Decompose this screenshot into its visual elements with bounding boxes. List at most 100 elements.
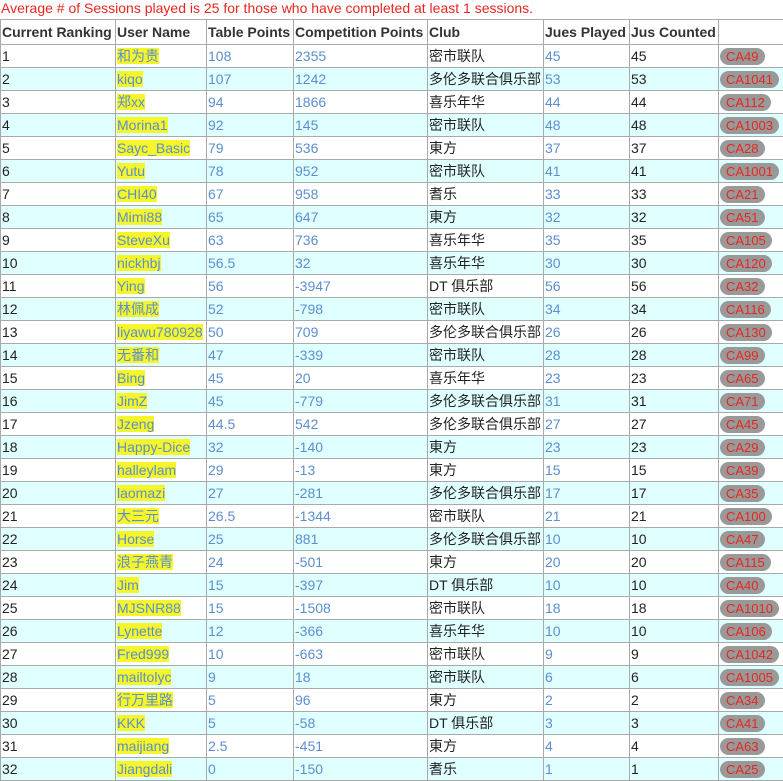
user-name-link[interactable]: maijiang (117, 738, 170, 754)
user-name-cell[interactable]: Mimi88 (115, 205, 207, 229)
player-id-badge[interactable]: CA99 (720, 346, 765, 364)
user-name-link[interactable]: laomazi (117, 485, 166, 501)
user-name-link[interactable]: Bing (117, 370, 146, 386)
user-name-link[interactable]: 无番和 (117, 347, 159, 363)
user-name-link[interactable]: liyawu780928 (117, 324, 203, 340)
user-name-link[interactable]: Mimi88 (117, 209, 163, 225)
user-name-link[interactable]: 林佩成 (117, 301, 159, 317)
user-name-cell[interactable]: 和为贵 (115, 44, 207, 68)
player-id-badge[interactable]: CA29 (720, 438, 765, 456)
user-name-link[interactable]: Jiangdali (117, 761, 173, 777)
user-name-link[interactable]: Yutu (117, 163, 146, 179)
player-id-badge[interactable]: CA35 (720, 484, 765, 502)
player-id-badge[interactable]: CA34 (720, 691, 765, 709)
user-name-cell[interactable]: Ying (115, 274, 207, 298)
user-name-cell[interactable]: laomazi (115, 481, 207, 505)
user-name-cell[interactable]: halleylam (115, 458, 207, 482)
user-name-link[interactable]: Lynette (117, 623, 163, 639)
user-name-link[interactable]: 郑xx (117, 94, 145, 110)
player-id-badge[interactable]: CA1003 (720, 116, 779, 134)
player-id-badge[interactable]: CA1005 (720, 668, 779, 686)
user-name-link[interactable]: SteveXu (117, 232, 170, 248)
player-id-badge[interactable]: CA112 (720, 93, 771, 111)
user-name-link[interactable]: Happy-Dice (117, 439, 191, 455)
player-id-badge[interactable]: CA47 (720, 530, 765, 548)
player-id-badge[interactable]: CA25 (720, 760, 765, 778)
player-id-badge[interactable]: CA71 (720, 392, 765, 410)
player-id-badge[interactable]: CA40 (720, 576, 765, 594)
player-id-badge[interactable]: CA28 (720, 139, 765, 157)
player-id-badge[interactable]: CA115 (720, 553, 771, 571)
player-id-badge[interactable]: CA1010 (720, 599, 779, 617)
user-name-link[interactable]: Fred999 (117, 646, 170, 662)
user-name-cell[interactable]: Happy-Dice (115, 435, 207, 459)
competition-points-cell: -58 (293, 711, 428, 735)
user-name-link[interactable]: JimZ (117, 393, 148, 409)
user-name-link[interactable]: Ying (117, 278, 145, 294)
user-name-link[interactable]: 浪子燕青 (117, 554, 173, 570)
player-id-badge[interactable]: CA1042 (720, 645, 779, 663)
user-name-cell[interactable]: 林佩成 (115, 297, 207, 321)
player-id-badge[interactable]: CA41 (720, 714, 765, 732)
user-name-link[interactable]: Jzeng (117, 416, 155, 432)
player-id-badge[interactable]: CA105 (720, 231, 772, 249)
player-id-badge[interactable]: CA21 (720, 185, 765, 203)
user-name-cell[interactable]: MJSNR88 (115, 596, 207, 620)
user-name-cell[interactable]: 浪子燕青 (115, 550, 207, 574)
user-name-cell[interactable]: JimZ (115, 389, 207, 413)
user-name-link[interactable]: 大三元 (117, 508, 159, 524)
user-name-cell[interactable]: Jiangdali (115, 757, 207, 781)
user-name-cell[interactable]: Fred999 (115, 642, 207, 666)
user-name-cell[interactable]: liyawu780928 (115, 320, 207, 344)
user-name-cell[interactable]: Morina1 (115, 113, 207, 137)
user-name-cell[interactable]: Lynette (115, 619, 207, 643)
user-name-cell[interactable]: maijiang (115, 734, 207, 758)
player-id-badge[interactable]: CA106 (720, 622, 772, 640)
player-id-badge[interactable]: CA51 (720, 208, 765, 226)
user-name-link[interactable]: Sayc_Basic (117, 140, 191, 156)
user-name-cell[interactable]: SteveXu (115, 228, 207, 252)
user-name-link[interactable]: mailtolyc (117, 669, 172, 685)
player-id-badge[interactable]: CA39 (720, 461, 765, 479)
user-name-link[interactable]: 行万里路 (117, 692, 173, 708)
user-name-cell[interactable]: Horse (115, 527, 207, 551)
user-name-cell[interactable]: 行万里路 (115, 688, 207, 712)
user-name-cell[interactable]: 无番和 (115, 343, 207, 367)
player-id-badge[interactable]: CA1041 (720, 70, 779, 88)
user-name-link[interactable]: MJSNR88 (117, 600, 181, 616)
user-name-cell[interactable]: 郑xx (115, 90, 207, 114)
user-name-link[interactable]: KKK (117, 715, 146, 731)
user-name-cell[interactable]: Jim (115, 573, 207, 597)
user-name-cell[interactable]: kiqo (115, 67, 207, 91)
user-name-cell[interactable]: CHI40 (115, 182, 207, 206)
jus-counted-cell: 4 (629, 734, 719, 758)
user-name-cell[interactable]: Jzeng (115, 412, 207, 436)
player-id-badge[interactable]: CA100 (720, 507, 772, 525)
user-name-link[interactable]: Morina1 (117, 117, 168, 133)
player-id-badge[interactable]: CA45 (720, 415, 765, 433)
club-cell: 耆乐 (427, 182, 544, 206)
user-name-cell[interactable]: Sayc_Basic (115, 136, 207, 160)
user-name-link[interactable]: kiqo (117, 71, 143, 87)
user-name-cell[interactable]: Bing (115, 366, 207, 390)
player-id-badge[interactable]: CA49 (720, 47, 765, 65)
user-name-cell[interactable]: 大三元 (115, 504, 207, 528)
user-name-link[interactable]: CHI40 (117, 186, 157, 202)
user-name-link[interactable]: Horse (117, 531, 155, 547)
player-id-badge[interactable]: CA120 (720, 254, 772, 272)
user-name-link[interactable]: nickhbj (117, 255, 161, 271)
user-name-cell[interactable]: KKK (115, 711, 207, 735)
player-id-badge[interactable]: CA32 (720, 277, 765, 295)
user-name-cell[interactable]: Yutu (115, 159, 207, 183)
user-name-link[interactable]: halleylam (117, 462, 177, 478)
user-name-cell[interactable]: nickhbj (115, 251, 207, 275)
player-id-badge[interactable]: CA116 (720, 300, 771, 318)
player-id-badge[interactable]: CA65 (720, 369, 765, 387)
user-name-link[interactable]: Jim (117, 577, 139, 593)
player-id-badge[interactable]: CA63 (720, 737, 765, 755)
player-id-badge[interactable]: CA1001 (720, 162, 779, 180)
player-id-badge[interactable]: CA130 (720, 323, 772, 341)
jues-played-cell: 15 (543, 458, 630, 482)
user-name-link[interactable]: 和为贵 (117, 48, 159, 64)
user-name-cell[interactable]: mailtolyc (115, 665, 207, 689)
